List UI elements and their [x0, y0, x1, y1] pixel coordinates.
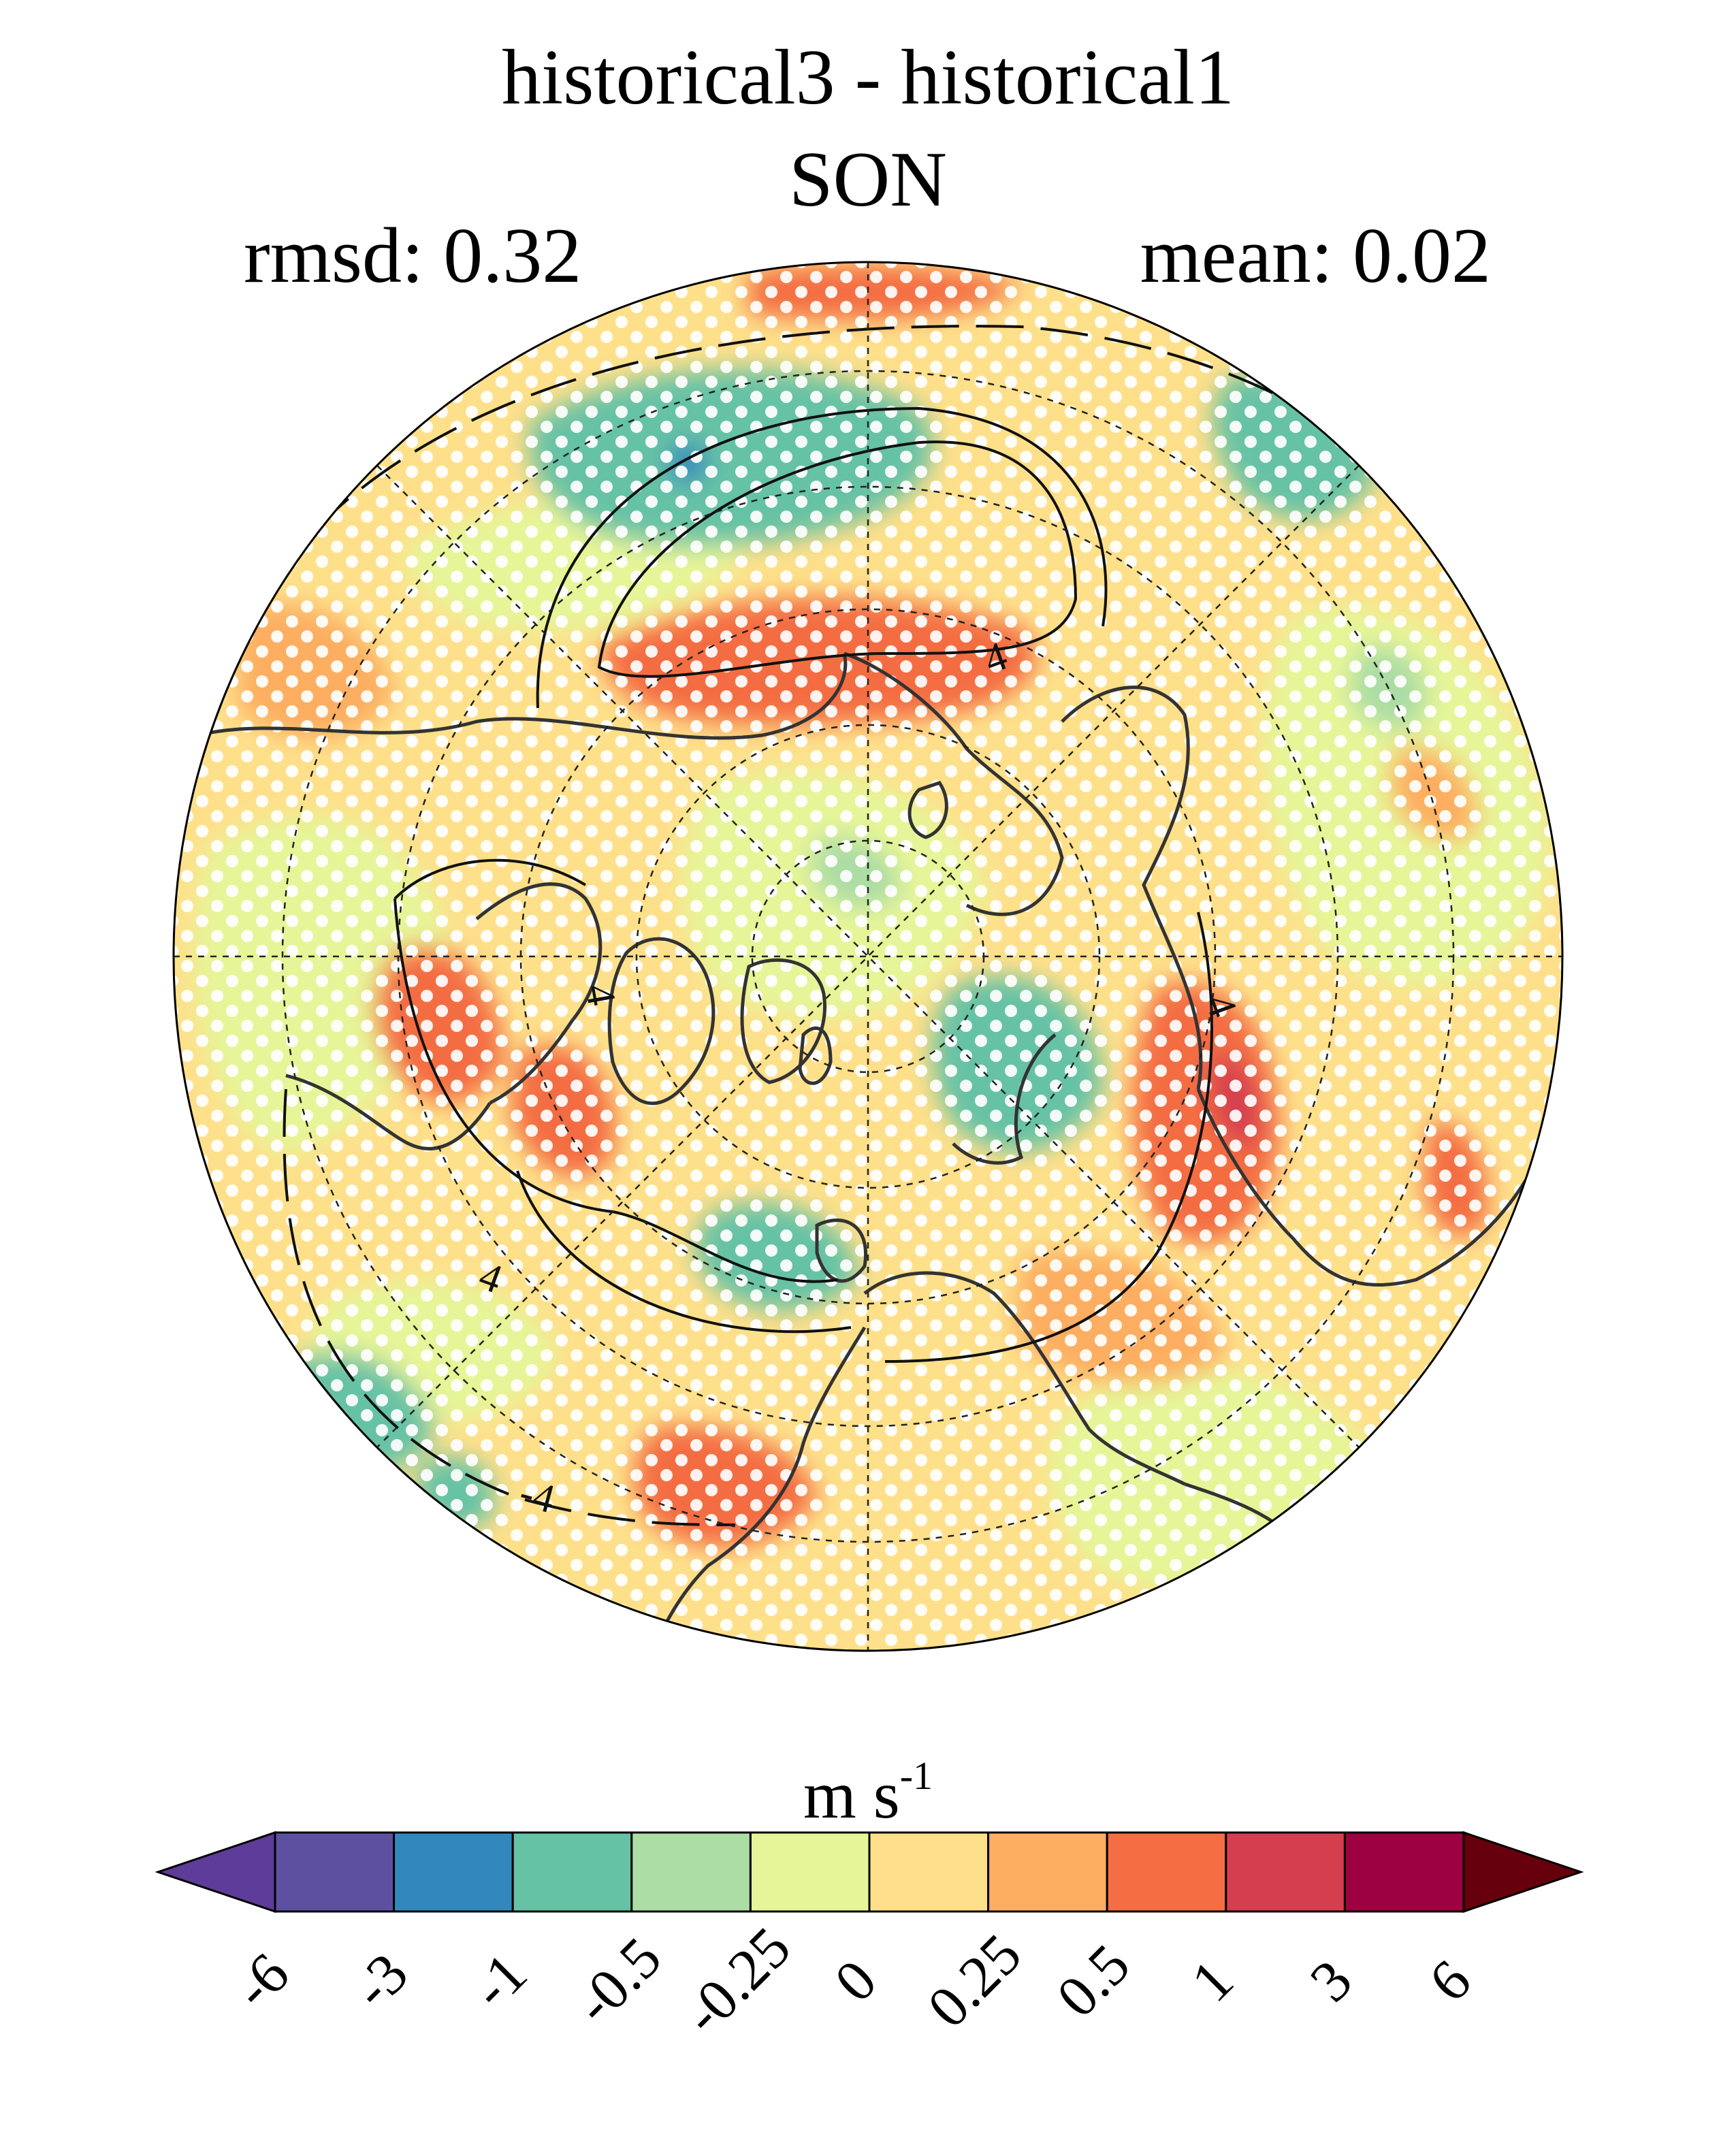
map-subtitle: SON — [788, 136, 948, 223]
colorbar-box — [1106, 1831, 1227, 1913]
mean-contours — [393, 406, 1213, 1363]
colorbar-box — [511, 1831, 633, 1913]
colorbar-extend-high — [1462, 1830, 1584, 1914]
mean-label: mean: 0.02 — [1140, 212, 1491, 300]
colorbar-tick-label: 0 — [822, 1947, 888, 2014]
colorbar-box — [630, 1831, 752, 1913]
coastlines — [197, 651, 1541, 1649]
map-title: historical3 - historical1 — [502, 34, 1234, 121]
colorbar-box — [749, 1831, 871, 1913]
colorbar-box — [868, 1831, 990, 1913]
colorbar-box — [1225, 1831, 1346, 1913]
colorbar-tick-label: -6 — [221, 1940, 302, 2021]
colorbar-tick-label: 0.5 — [1044, 1932, 1142, 2030]
colorbar-box — [393, 1831, 514, 1913]
colorbar-box — [274, 1831, 396, 1913]
colorbar-extend-low — [155, 1830, 276, 1914]
colorbar-tick-label: 1 — [1178, 1947, 1245, 2014]
colorbar-tick-label: 3 — [1298, 1947, 1364, 2014]
colorbar-units: m s-1 — [0, 1756, 1736, 1829]
map-border — [172, 261, 1564, 1652]
rmsd-label: rmsd: 0.32 — [244, 212, 582, 300]
colorbar-tick-label: 0.25 — [915, 1921, 1033, 2039]
colorbar-box — [1343, 1831, 1465, 1913]
colorbar-tick-label: -3 — [340, 1940, 421, 2021]
units-exponent: -1 — [899, 1754, 933, 1798]
colorbar-tick-label: -1 — [458, 1940, 539, 2021]
colorbar-tick-label: 6 — [1416, 1947, 1483, 2014]
graticule — [174, 262, 1562, 1651]
colorbar-tick-label: -0.5 — [562, 1924, 673, 2036]
units-text: m s — [803, 1757, 900, 1833]
map-field: 4 4 4 4 -4 — [174, 262, 1562, 1651]
colorbar-box — [987, 1831, 1108, 1913]
colorbar-tick-label: -0.25 — [671, 1914, 803, 2047]
